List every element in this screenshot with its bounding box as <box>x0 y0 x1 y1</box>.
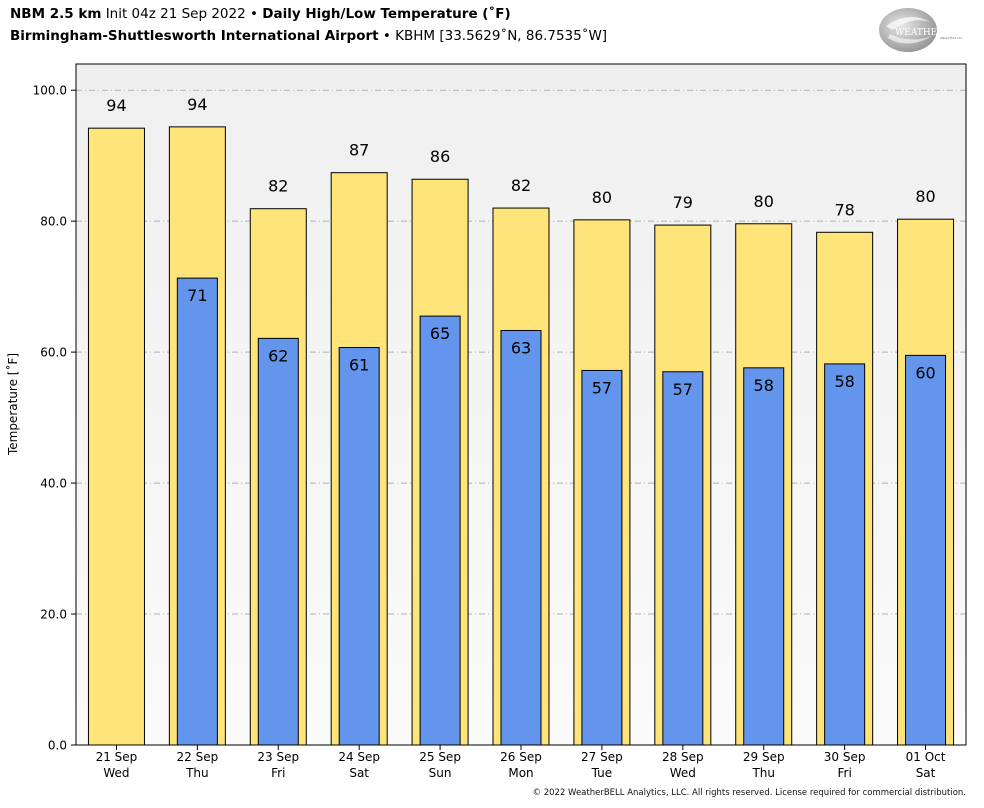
low-temp-bar <box>905 354 947 746</box>
low-temp-bar <box>581 369 623 746</box>
y-tick-label: 40.0 <box>40 477 67 491</box>
low-temp-label: 65 <box>430 324 450 343</box>
low-temp-bar <box>176 277 218 746</box>
x-tick-label-date: 22 Sep <box>177 750 219 764</box>
x-tick-label-day: Sun <box>429 766 452 780</box>
high-temp-label: 86 <box>430 147 450 166</box>
high-temp-label: 82 <box>511 176 531 195</box>
high-temp-label: 80 <box>592 188 612 207</box>
low-temp-label: 62 <box>268 346 288 365</box>
y-axis: 0.0 20.0 40.0 60.0 80.0 100.0 <box>33 84 76 753</box>
model-name: NBM 2.5 km <box>10 6 102 22</box>
x-tick-label-day: Thu <box>751 766 775 780</box>
x-axis: 21 Sep Wed 22 Sep Thu 23 Sep Fri 24 Sep Sat 25 S… <box>96 745 946 780</box>
station-info: KBHM [33.5629˚N, 86.7535˚W] <box>395 28 608 44</box>
x-tick-label-day: Wed <box>103 766 129 780</box>
x-tick-label-day: Fri <box>837 766 851 780</box>
x-tick-label-date: 25 Sep <box>419 750 461 764</box>
chart-header-line-1: NBM 2.5 km Init 04z 21 Sep 2022 • Daily … <box>10 6 511 22</box>
low-temp-bar <box>419 315 461 746</box>
x-tick-label-date: 26 Sep <box>500 750 542 764</box>
station-name: Birmingham-Shuttlesworth International A… <box>10 28 379 44</box>
x-tick-label-date: 30 Sep <box>824 750 866 764</box>
low-temp-bar <box>662 371 704 746</box>
low-temp-label: 61 <box>349 356 369 375</box>
low-temp-bar <box>500 330 542 746</box>
high-temp-label: 87 <box>349 141 369 160</box>
chart-header-line-2: Birmingham-Shuttlesworth International A… <box>10 28 607 44</box>
logo-subtext: ANALYTICS LLC <box>940 36 963 40</box>
x-tick-label-date: 27 Sep <box>581 750 623 764</box>
high-temp-label: 94 <box>106 96 126 115</box>
weatherbell-logo-icon: WEATHERBELL ANALYTICS LLC <box>879 8 968 52</box>
product-name: Daily High/Low Temperature (˚F) <box>262 6 511 22</box>
x-tick-label-date: 23 Sep <box>257 750 299 764</box>
low-temp-label: 71 <box>187 286 207 305</box>
low-temp-label: 60 <box>915 363 935 382</box>
low-temp-label: 57 <box>673 380 693 399</box>
high-temp-label: 94 <box>187 95 207 114</box>
y-tick-label: 0.0 <box>48 739 67 753</box>
x-tick-label-date: 29 Sep <box>743 750 785 764</box>
x-tick-label-day: Sat <box>349 766 369 780</box>
x-tick-label-day: Thu <box>185 766 209 780</box>
low-temp-bar <box>743 367 785 746</box>
high-temp-label: 79 <box>673 193 693 212</box>
data-labels: 94 94 71 82 62 87 61 86 65 82 63 80 57 79 57 80 58 78 58 80… <box>106 95 935 399</box>
copyright-notice: © 2022 WeatherBELL Analytics, LLC. All r… <box>532 788 966 798</box>
y-tick-label: 100.0 <box>33 84 67 98</box>
separator: • <box>249 6 258 22</box>
x-tick-label-day: Wed <box>670 766 696 780</box>
low-temp-label: 58 <box>834 372 854 391</box>
init-time: Init 04z 21 Sep 2022 <box>105 6 246 22</box>
separator: • <box>382 28 391 44</box>
low-temp-label: 57 <box>592 378 612 397</box>
y-tick-label: 60.0 <box>40 346 67 360</box>
low-temp-label: 63 <box>511 339 531 358</box>
x-tick-label-date: 21 Sep <box>96 750 138 764</box>
y-axis-label: Temperature [˚F] <box>5 353 20 456</box>
low-temp-bar <box>257 337 299 746</box>
high-temp-bar <box>87 127 145 746</box>
high-temp-label: 78 <box>834 200 854 219</box>
bars <box>87 126 955 746</box>
high-temp-label: 80 <box>754 192 774 211</box>
x-tick-label-day: Mon <box>508 766 533 780</box>
x-tick-label-date: 01 Oct <box>906 750 946 764</box>
x-tick-label-date: 28 Sep <box>662 750 704 764</box>
x-tick-label-day: Tue <box>591 766 613 780</box>
y-tick-label: 80.0 <box>40 215 67 229</box>
low-temp-bar <box>338 347 380 746</box>
low-temp-bar <box>824 363 866 746</box>
low-temp-label: 58 <box>754 376 774 395</box>
high-temp-label: 80 <box>915 187 935 206</box>
x-tick-label-day: Fri <box>271 766 285 780</box>
high-temp-label: 82 <box>268 177 288 196</box>
y-tick-label: 20.0 <box>40 608 67 622</box>
logo-text: WEATHERBELL <box>895 28 968 38</box>
x-tick-label-date: 24 Sep <box>338 750 380 764</box>
x-tick-label-day: Sat <box>916 766 936 780</box>
